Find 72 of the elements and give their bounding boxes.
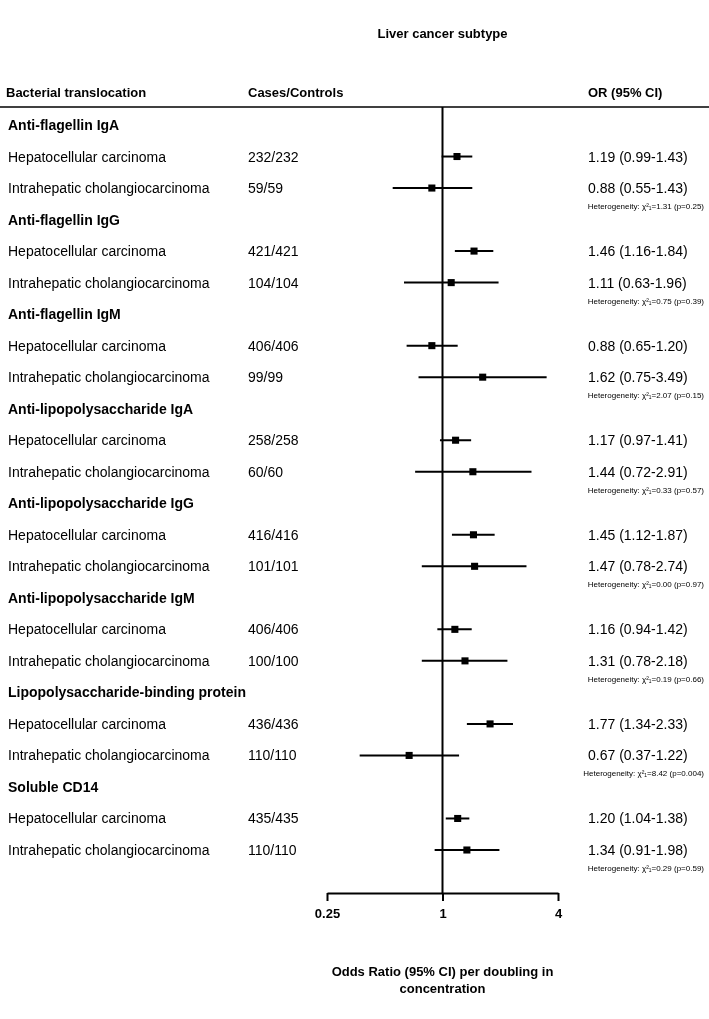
text: Heterogeneity: χ²₁=8.42 (p=0.004) [583,769,705,779]
text: 100/100 [248,652,299,669]
data-label: 0.88 (0.55-1.43) [588,180,688,197]
data-label: 1.31 (0.78-2.18) [588,652,688,669]
y-tick-label: Intrahepatic cholangiocarcinoma [8,274,210,291]
x-tick-label: 4 [554,906,563,922]
y-tick-label: Hepatocellular carcinoma [8,526,167,543]
text: 60/60 [248,463,284,480]
y-tick-label: Hepatocellular carcinoma [8,621,167,638]
y-tick-label: Anti-flagellin IgM [8,306,121,323]
y-tick-label: Intrahepatic cholangiocarcinoma [8,842,210,858]
text: Heterogeneity: χ²₁=0.19 (p=0.66) [587,674,705,684]
data-label: 1.47 (0.78-2.74) [588,558,688,575]
y-tick-label: Anti-flagellin IgG [8,211,121,228]
text: Heterogeneity: χ²₁=0.33 (p=0.57) [587,485,705,495]
text: Heterogeneity: χ²₁=1.31 (p=0.25) [587,202,705,212]
data-label: 1.16 (0.94-1.42) [588,621,688,638]
y-tick-label: Intrahepatic cholangiocarcinoma [8,463,210,480]
text: 110/110 [248,747,297,764]
text: 59/59 [248,180,284,197]
data-label: 1.19 (0.99-1.43) [588,148,688,165]
data-label: 1.77 (1.34-2.33) [588,715,688,732]
text: 101/101 [248,558,299,575]
data-label: 1.20 (1.04-1.38) [588,810,688,827]
y-tick-label: Soluble CD14 [8,778,99,795]
text: 99/99 [248,369,284,386]
y-tick-label: Anti-lipopolysaccharide IgA [8,400,194,417]
text: 104/104 [248,274,299,291]
text: Heterogeneity: χ²₁=0.00 (p=0.97) [587,580,705,590]
text: Heterogeneity: χ²₁=0.75 (p=0.39) [587,296,705,306]
y-tick-label: Hepatocellular carcinoma [8,715,167,732]
y-tick-label: Intrahepatic cholangiocarcinoma [8,180,210,197]
text: 232/232 [248,148,299,165]
text: OR (95% CI) [588,85,663,100]
data-label: 1.44 (0.72-2.91) [588,463,688,480]
x-tick-label: 0.25 [314,906,341,922]
text: 258/258 [248,432,299,449]
y-tick-label: Intrahepatic cholangiocarcinoma [8,747,210,764]
y-tick-label: Hepatocellular carcinoma [8,337,167,354]
text: Heterogeneity: χ²₁=2.07 (p=0.15) [587,391,705,401]
data-label: 0.67 (0.37-1.22) [588,747,688,764]
y-tick-label: Anti-lipopolysaccharide IgG [8,495,195,512]
text: 110/110 [248,842,297,858]
y-tick-label: Anti-lipopolysaccharide IgM [8,589,195,606]
text: 416/416 [248,526,299,543]
data-label: 1.17 (0.97-1.41) [588,432,688,449]
data-label: 1.34 (0.91-1.98) [588,842,688,858]
text: 436/436 [248,715,299,732]
text: 435/435 [248,810,299,827]
text: Cases/Controls [248,85,344,100]
y-tick-label: Hepatocellular carcinoma [8,243,167,260]
y-tick-label: Intrahepatic cholangiocarcinoma [8,652,210,669]
y-tick-label: Lipopolysaccharide-binding protein [8,684,247,701]
y-tick-label: Anti-flagellin IgA [8,117,120,133]
y-tick-label: Hepatocellular carcinoma [8,432,167,449]
data-label: 1.46 (1.16-1.84) [588,243,688,260]
text: 421/421 [248,243,299,260]
y-tick-label: Hepatocellular carcinoma [8,810,167,827]
data-label: 1.11 (0.63-1.96) [588,274,687,291]
x-axis-title: Odds Ratio (95% CI) per doubling in concentration [331,964,554,996]
data-label: 1.62 (0.75-3.49) [588,369,688,386]
y-tick-label: Intrahepatic cholangiocarcinoma [8,558,210,575]
data-label: 1.45 (1.12-1.87) [588,526,688,543]
x-tick-label: 1 [439,906,447,922]
chart-title: Liver cancer subtype [377,26,508,41]
y-tick-label: Intrahepatic cholangiocarcinoma [8,369,210,386]
text: Heterogeneity: χ²₁=0.29 (p=0.59) [587,864,705,873]
y-axis-title: Bacterial translocation [6,85,147,100]
text: 406/406 [248,337,299,354]
y-tick-label: Hepatocellular carcinoma [8,148,167,165]
data-label: 0.88 (0.65-1.20) [588,337,688,354]
text: 406/406 [248,621,299,638]
